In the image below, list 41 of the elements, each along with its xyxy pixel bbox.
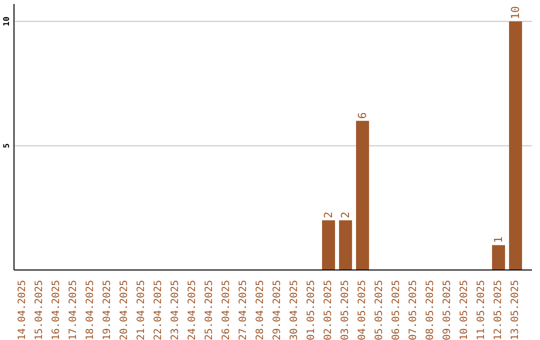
x-tick-label: 04.05.2025: [357, 280, 368, 340]
x-tick-label: 05.05.2025: [374, 280, 385, 340]
bar: [322, 220, 336, 270]
x-tick-label: 19.04.2025: [102, 280, 113, 340]
x-tick-label: 28.04.2025: [255, 280, 266, 340]
bar: [339, 220, 352, 270]
y-tick-label: 5: [2, 143, 11, 148]
x-tick-label: 29.04.2025: [272, 280, 283, 340]
x-tick-label: 18.04.2025: [85, 280, 96, 340]
x-tick-label: 10.05.2025: [459, 280, 470, 340]
x-tick-label: 17.04.2025: [68, 280, 79, 340]
x-tick-label: 06.05.2025: [391, 280, 402, 340]
x-tick-label: 30.04.2025: [289, 280, 300, 340]
x-tick-label: 07.05.2025: [408, 280, 419, 340]
x-tick-label: 03.05.2025: [340, 280, 351, 340]
bar: [492, 245, 506, 270]
x-tick-label: 23.04.2025: [170, 280, 181, 340]
x-tick-label: 27.04.2025: [238, 280, 249, 340]
x-tick-label: 21.04.2025: [136, 280, 147, 340]
x-tick-label: 02.05.2025: [323, 280, 334, 340]
x-tick-label: 15.04.2025: [34, 280, 45, 340]
x-tick-label: 09.05.2025: [442, 280, 453, 340]
data-label: 2: [322, 212, 336, 218]
x-tick-label: 25.04.2025: [204, 280, 215, 340]
bar: [509, 21, 522, 270]
x-tick-label: 26.04.2025: [221, 280, 232, 340]
data-label: 2: [339, 212, 352, 218]
x-tick-label: 12.05.2025: [493, 280, 504, 340]
data-label: 6: [356, 112, 370, 119]
x-tick-label: 13.05.2025: [510, 280, 521, 340]
x-tick-label: 22.04.2025: [153, 280, 164, 340]
x-tick-label: 11.05.2025: [476, 280, 487, 340]
data-label: 1: [492, 236, 506, 244]
x-tick-label: 14.04.2025: [17, 280, 28, 340]
x-tick-label: 20.04.2025: [119, 280, 130, 340]
x-tick-label: 16.04.2025: [51, 280, 62, 340]
bar: [356, 120, 370, 270]
x-tick-label: 24.04.2025: [187, 280, 198, 340]
x-tick-label: 08.05.2025: [425, 280, 436, 340]
data-label: 10: [509, 6, 522, 20]
x-tick-label: 01.05.2025: [306, 280, 317, 340]
